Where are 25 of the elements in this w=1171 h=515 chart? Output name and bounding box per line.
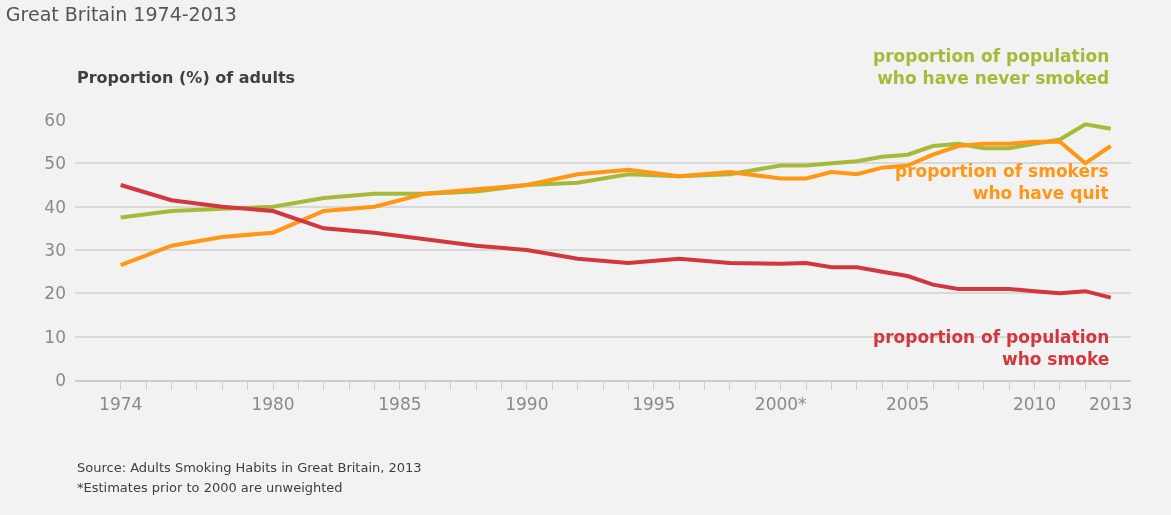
- x-tick-label: 2013: [1089, 394, 1133, 415]
- y-tick-label: 40: [44, 196, 66, 217]
- line-series: [118, 139, 1113, 268]
- text: *Estimates prior to 2000 are unweighted: [77, 480, 343, 495]
- y-tick-label: 30: [44, 239, 66, 260]
- x-tick-label: 1980: [251, 394, 295, 415]
- x-tick-label: 2000*: [754, 394, 807, 415]
- series-label: proportion of population who smoke: [873, 327, 1110, 370]
- x-tick-label: 1995: [632, 394, 676, 415]
- source-note: Source: Adults Smoking Habits in Great Britain, 2013: [77, 460, 422, 475]
- text: proportion of population who have never smoked: [873, 46, 1110, 89]
- x-tick-label: 2005: [885, 394, 930, 415]
- line-series: [118, 183, 1113, 300]
- y-tick-label: 10: [44, 326, 66, 347]
- y-axis-title: Proportion (%) of adults: [77, 68, 296, 87]
- y-tick-label: 0: [55, 369, 66, 390]
- y-tick-label: 60: [44, 109, 66, 130]
- y-tick-label: 50: [44, 153, 66, 174]
- x-tick-label: 1974: [99, 394, 143, 415]
- x-tick-label: 1990: [505, 394, 549, 415]
- chart-title: Great Britain 1974-2013: [5, 3, 237, 26]
- x-tick-label: 1985: [378, 394, 422, 415]
- x-tick-label: 2010: [1012, 394, 1057, 415]
- series-label: proportion of smokers who have quit: [895, 161, 1109, 204]
- y-tick-label: 20: [44, 283, 66, 304]
